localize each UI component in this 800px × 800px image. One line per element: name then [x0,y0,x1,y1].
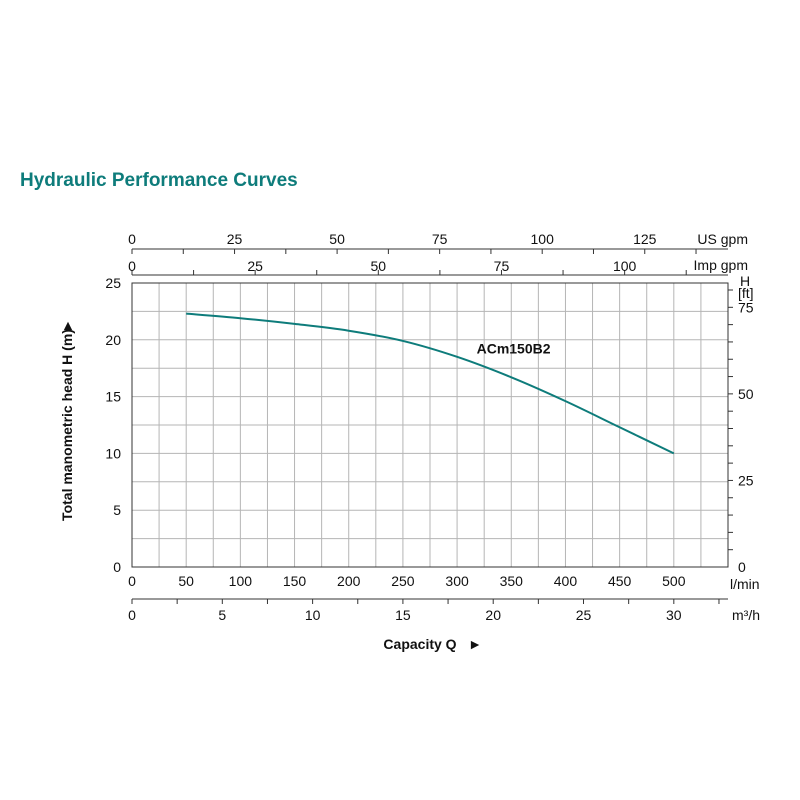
x-tick-label: 500 [662,573,686,589]
x-tick-label: 350 [500,573,524,589]
imp-gpm-tick-label: 50 [371,258,387,274]
us-gpm-tick-label: 0 [128,231,136,247]
m3h-tick-label: 20 [485,607,501,623]
us-gpm-tick-label: 25 [227,231,243,247]
ft-axis-label-h: H [740,273,750,289]
us-gpm-tick-label: 50 [329,231,345,247]
y-tick-label: 0 [113,559,121,575]
m3h-unit-label: m³/h [732,607,760,623]
us-gpm-tick-label: 100 [531,231,555,247]
m3h-tick-label: 15 [395,607,411,623]
grid [132,283,728,567]
imp-gpm-tick-label: 100 [613,258,637,274]
x-tick-label: 450 [608,573,632,589]
y-axis-title: Total manometric head H (m) [59,329,75,521]
x-tick-label: 0 [128,573,136,589]
ft-axis-label-unit: [ft] [738,285,754,301]
us-gpm-unit-label: US gpm [697,231,748,247]
y-axis-arrow: ► [59,319,75,333]
ft-tick-label: 0 [738,559,746,575]
imp-gpm-unit-label: Imp gpm [694,257,748,273]
x-tick-label: 400 [554,573,578,589]
y-tick-label: 15 [105,389,121,405]
x-unit-label: l/min [730,576,760,592]
us-gpm-tick-label: 125 [633,231,657,247]
axes [131,248,733,604]
imp-gpm-tick-label: 25 [247,258,263,274]
plot-frame [131,282,729,568]
curve-layer [186,312,675,455]
y-tick-label: 20 [105,332,121,348]
m3h-tick-label: 5 [218,607,226,623]
us-gpm-tick-label: 75 [432,231,448,247]
ft-tick-label: 75 [738,299,754,315]
ft-tick-label: 50 [738,386,754,402]
imp-gpm-tick-label: 0 [128,258,136,274]
x-tick-label: 150 [283,573,307,589]
imp-gpm-tick-label: 75 [494,258,510,274]
x-tick-label: 50 [178,573,194,589]
m3h-tick-label: 30 [666,607,682,623]
m3h-tick-label: 10 [305,607,321,623]
m3h-tick-label: 25 [576,607,592,623]
x-axis-arrow: ► [468,636,482,652]
x-tick-label: 100 [229,573,253,589]
x-axis-title: Capacity Q [383,636,456,652]
y-tick-label: 5 [113,502,121,518]
page-title: Hydraulic Performance Curves [20,170,298,191]
series-line-acm150b2 [186,312,675,455]
ft-tick-label: 25 [738,472,754,488]
x-tick-label: 250 [391,573,415,589]
series-label-acm150b2: ACm150B2 [477,340,551,356]
x-tick-label: 300 [445,573,469,589]
y-tick-label: 10 [105,445,121,461]
x-tick-label: 200 [337,573,361,589]
y-tick-label: 25 [105,275,121,291]
m3h-tick-label: 0 [128,607,136,623]
